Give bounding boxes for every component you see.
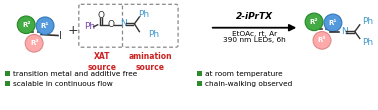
Text: I: I (59, 30, 62, 40)
Text: transition metal and additive free: transition metal and additive free (13, 71, 138, 77)
Text: O: O (107, 20, 114, 29)
Text: 2-iPrTX: 2-iPrTX (236, 12, 273, 21)
Circle shape (305, 13, 323, 31)
Text: Ph: Ph (362, 38, 373, 47)
Text: R¹: R¹ (329, 20, 337, 26)
Bar (5, 71, 10, 76)
Text: XAT
source: XAT source (87, 52, 116, 72)
Circle shape (17, 16, 35, 34)
Text: R²: R² (310, 19, 318, 25)
Text: Ph: Ph (148, 30, 160, 39)
Text: R³: R³ (30, 40, 39, 46)
Text: at room temperature: at room temperature (205, 71, 282, 77)
Text: Ph: Ph (362, 17, 373, 26)
Bar (197, 81, 202, 86)
Text: R¹: R¹ (41, 23, 49, 29)
Bar (5, 81, 10, 86)
Circle shape (25, 35, 43, 52)
Circle shape (36, 17, 54, 35)
Text: O: O (97, 11, 104, 20)
Text: R³: R³ (318, 37, 326, 43)
Text: Ph: Ph (138, 10, 149, 19)
Text: +: + (68, 24, 78, 37)
Text: Ph: Ph (84, 22, 95, 31)
Text: 390 nm LEDs, 6h: 390 nm LEDs, 6h (223, 37, 286, 43)
FancyBboxPatch shape (79, 4, 124, 47)
Circle shape (313, 32, 331, 49)
Text: scalable in continuous flow: scalable in continuous flow (13, 81, 113, 87)
Text: amination
source: amination source (129, 52, 172, 72)
Text: chain-walking observed: chain-walking observed (205, 81, 292, 87)
Text: N: N (341, 27, 348, 36)
Text: EtOAc, rt, Ar: EtOAc, rt, Ar (232, 31, 277, 37)
Circle shape (324, 14, 342, 32)
Text: R²: R² (22, 22, 31, 28)
Text: N: N (120, 19, 127, 28)
FancyBboxPatch shape (122, 4, 178, 47)
Bar (197, 71, 202, 76)
